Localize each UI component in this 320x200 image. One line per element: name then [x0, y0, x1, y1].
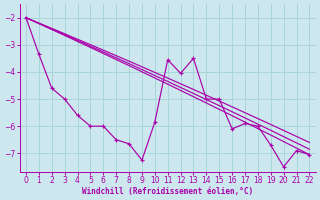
X-axis label: Windchill (Refroidissement éolien,°C): Windchill (Refroidissement éolien,°C)	[82, 187, 253, 196]
